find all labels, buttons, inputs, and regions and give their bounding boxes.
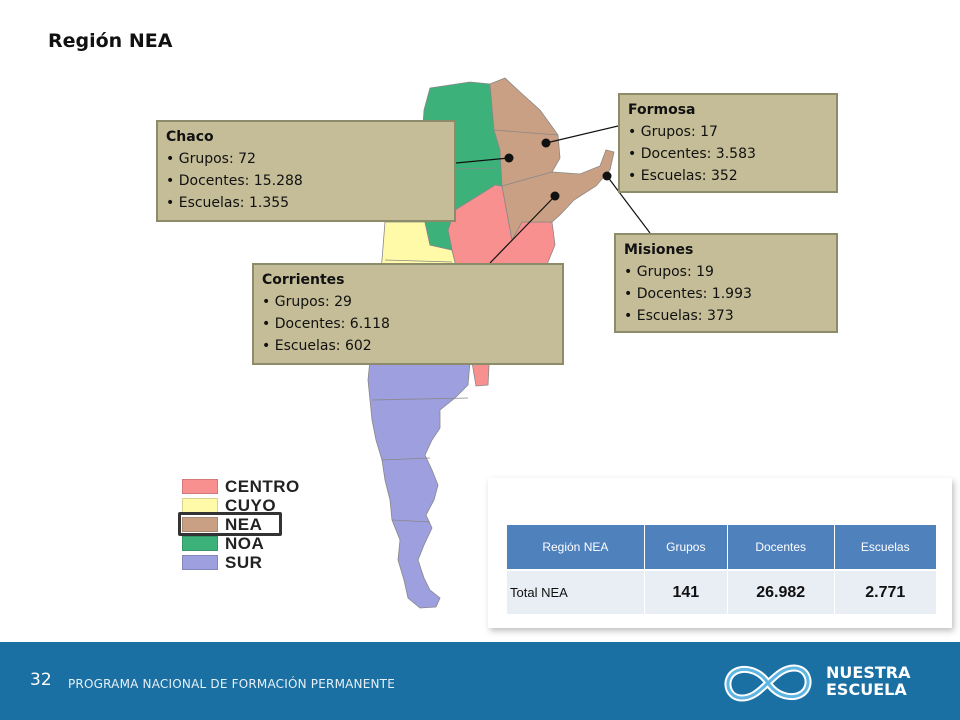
program-name: PROGRAMA NACIONAL DE FORMACIÓN PERMANENT… [68,677,395,691]
region-nea [489,77,615,242]
connector-chaco [455,157,510,164]
infinity-logo-icon [724,664,812,702]
page-number: 32 [30,670,52,690]
legend-highlight-box [178,512,282,536]
legend-label: CUYO [225,495,277,515]
table-cell: 26.982 [727,569,835,614]
callout-line: Docentes: 15.288 [166,170,446,192]
connector-corrientes [489,195,556,264]
callout-line: Docentes: 1.993 [624,283,828,305]
callout-title: Misiones [624,242,694,258]
callout-line: Docentes: 6.118 [262,313,554,335]
summary-table: Región NEA Grupos Docentes Escuelas Tota… [507,525,937,614]
callout-line: Docentes: 3.583 [628,143,828,165]
legend-label: NOA [225,533,265,553]
legend-swatch [182,555,218,570]
footer-bar: 32 PROGRAMA NACIONAL DE FORMACIÓN PERMAN… [0,642,960,720]
callout-line: Grupos: 29 [262,291,554,313]
marker-chaco [504,153,514,163]
legend-item-sur: SUR [182,553,300,572]
slide-title: Región NEA [48,30,173,52]
callout-title: Chaco [166,129,214,145]
table-header-cell: Docentes [727,525,835,570]
legend-label: CENTRO [225,476,300,496]
marker-misiones [602,171,612,181]
legend-item-centro: CENTRO [182,477,300,496]
callout-line: Grupos: 72 [166,148,446,170]
map-legend: CENTRO CUYO NEA NOA SUR [182,477,300,572]
table-cell: 2.771 [834,569,937,614]
callout-chaco: Chaco Grupos: 72 Docentes: 15.288 Escuel… [156,120,456,222]
logo-line-1: NUESTRA [826,663,911,682]
table-header-cell: Escuelas [834,525,937,570]
logo-line-2: ESCUELA [826,680,907,699]
legend-item-noa: NOA [182,534,300,553]
callout-title: Formosa [628,102,696,118]
connector-misiones [606,175,651,234]
table-header-cell: Región NEA [507,525,645,570]
callout-line: Escuelas: 1.355 [166,192,446,214]
logo-text: NUESTRA ESCUELA [826,664,910,698]
legend-label: SUR [225,552,263,572]
table-header-row: Región NEA Grupos Docentes Escuelas [507,525,937,570]
region-sur [367,359,471,609]
callout-line: Escuelas: 352 [628,165,828,187]
table-header-cell: Grupos [644,525,728,570]
legend-swatch [182,536,218,551]
connector-formosa [545,125,619,144]
marker-formosa [541,138,551,148]
callout-line: Escuelas: 373 [624,305,828,327]
legend-item-nea: NEA [182,515,300,534]
legend-swatch [182,479,218,494]
callout-misiones: Misiones Grupos: 19 Docentes: 1.993 Escu… [614,233,838,333]
table-row: Total NEA 141 26.982 2.771 [507,569,937,614]
legend-swatch [182,498,218,513]
callout-title: Corrientes [262,272,345,288]
callout-formosa: Formosa Grupos: 17 Docentes: 3.583 Escue… [618,93,838,193]
table-cell: 141 [644,569,728,614]
callout-line: Grupos: 17 [628,121,828,143]
callout-line: Escuelas: 602 [262,335,554,357]
callout-corrientes: Corrientes Grupos: 29 Docentes: 6.118 Es… [252,263,564,365]
legend-swatch [182,517,218,532]
table-cell: Total NEA [507,569,645,614]
legend-item-cuyo: CUYO [182,496,300,515]
marker-corrientes [550,191,560,201]
legend-label: NEA [225,514,263,534]
callout-line: Grupos: 19 [624,261,828,283]
